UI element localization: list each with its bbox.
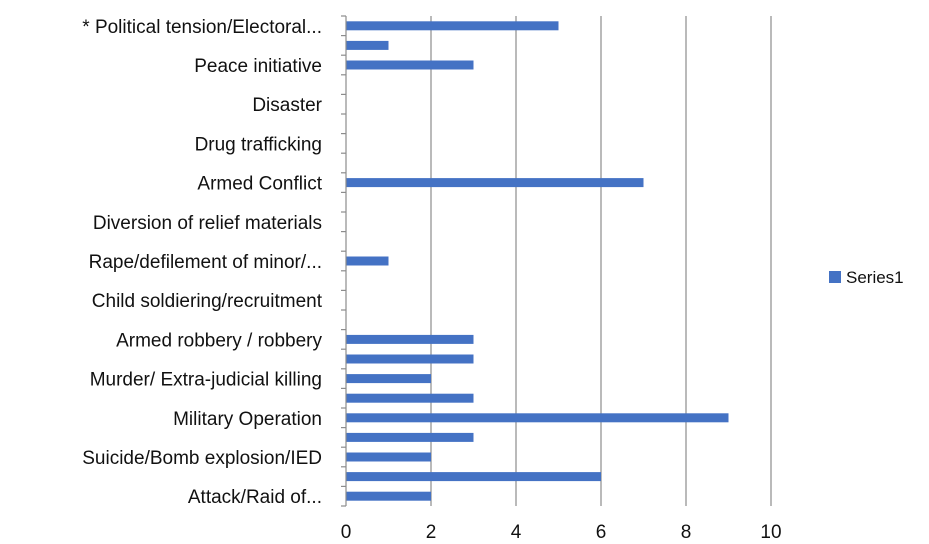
legend-label: Series1 [846, 268, 904, 287]
category-label: Peace initiative [194, 56, 322, 77]
category-label: Murder/ Extra-judicial killing [90, 370, 322, 391]
gridlines [430, 16, 772, 506]
bar [346, 472, 601, 482]
bar [346, 452, 431, 462]
x-tick-label: 8 [681, 522, 692, 543]
category-label: Military Operation [173, 409, 322, 430]
bar [346, 40, 389, 50]
bar [346, 334, 474, 344]
bar [346, 178, 644, 188]
axes [341, 15, 347, 507]
bar [346, 393, 474, 403]
bar [346, 413, 729, 423]
x-tick-label: 10 [760, 522, 781, 543]
x-tick-label: 2 [426, 522, 437, 543]
bar [346, 374, 431, 384]
category-label: Child soldiering/recruitment [92, 291, 323, 312]
category-label: Armed robbery / robbery [116, 330, 322, 351]
category-labels: * Political tension/Electoral... Peace in… [82, 17, 322, 508]
category-label: Attack/Raid of... [188, 487, 322, 508]
bar [346, 354, 474, 364]
x-tick-label: 4 [511, 522, 522, 543]
category-label: Armed Conflict [197, 174, 322, 195]
category-label: Rape/defilement of minor/... [89, 252, 322, 273]
category-label: Drug trafficking [195, 134, 322, 155]
bar [346, 432, 474, 442]
bar [346, 21, 559, 31]
x-tick-labels: 0 2 4 6 8 10 [341, 522, 782, 543]
bar [346, 256, 389, 266]
bar [346, 60, 474, 70]
x-tick-label: 0 [341, 522, 352, 543]
category-label: Diversion of relief materials [93, 213, 322, 234]
category-label: Disaster [252, 95, 322, 116]
bar [346, 491, 431, 501]
legend: Series1 [829, 268, 904, 287]
bars [346, 21, 729, 501]
legend-swatch [829, 271, 841, 283]
category-label: * Political tension/Electoral... [82, 17, 322, 38]
category-label: Suicide/Bomb explosion/IED [82, 448, 322, 469]
x-tick-label: 6 [596, 522, 607, 543]
